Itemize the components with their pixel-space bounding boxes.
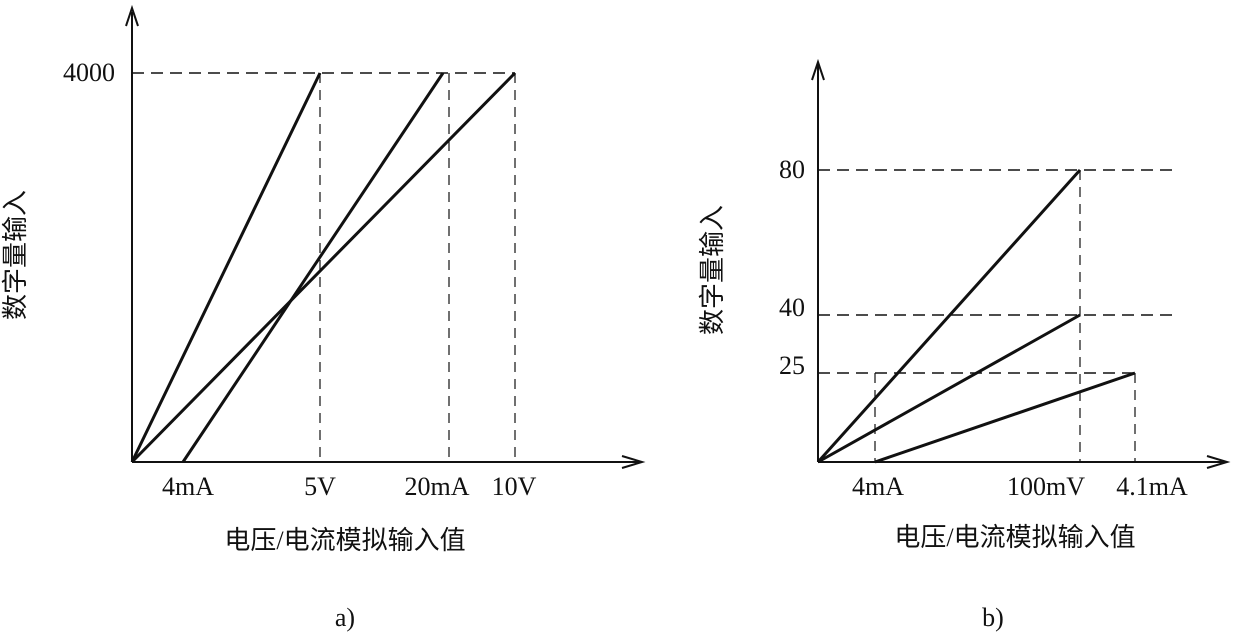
caption: a) — [335, 603, 355, 632]
x-tick-label: 4mA — [162, 472, 214, 501]
curve — [817, 313, 1081, 464]
curve — [130, 71, 517, 464]
x-axis-label: 电压/电流模拟输入值 — [894, 523, 1135, 552]
x-tick-label: 4mA — [852, 472, 904, 501]
x-tick-label: 20mA — [405, 472, 470, 501]
x-tick-label: 4.1mA — [1116, 472, 1188, 501]
x-axis — [132, 455, 646, 469]
y-tick-label: 80 — [779, 155, 805, 184]
curve — [181, 72, 445, 463]
panel-a: 4000 4mA 5V 20mA 10V 电压/电流模拟输入值 数字量输入 a) — [1, 4, 646, 632]
panel-b: 80 40 25 4mA 100mV 4.1mA 电压/电流模拟输入值 数字量输… — [698, 58, 1231, 632]
caption: b) — [982, 603, 1004, 632]
y-tick-label: 40 — [779, 293, 805, 322]
y-axis — [811, 58, 825, 462]
x-tick-label: 5V — [304, 472, 336, 501]
y-axis-label: 数字量输入 — [1, 190, 30, 320]
x-tick-label: 10V — [492, 472, 537, 501]
y-tick-label: 4000 — [63, 58, 115, 87]
x-tick-label: 100mV — [1007, 472, 1085, 501]
y-axis-label: 数字量输入 — [698, 205, 727, 335]
x-axis-label: 电压/电流模拟输入值 — [224, 526, 465, 555]
y-tick-label: 25 — [779, 351, 805, 380]
y-axis — [125, 4, 139, 462]
x-axis — [818, 455, 1231, 469]
curve — [816, 168, 1082, 464]
curve — [130, 72, 322, 463]
curve — [874, 371, 1136, 464]
